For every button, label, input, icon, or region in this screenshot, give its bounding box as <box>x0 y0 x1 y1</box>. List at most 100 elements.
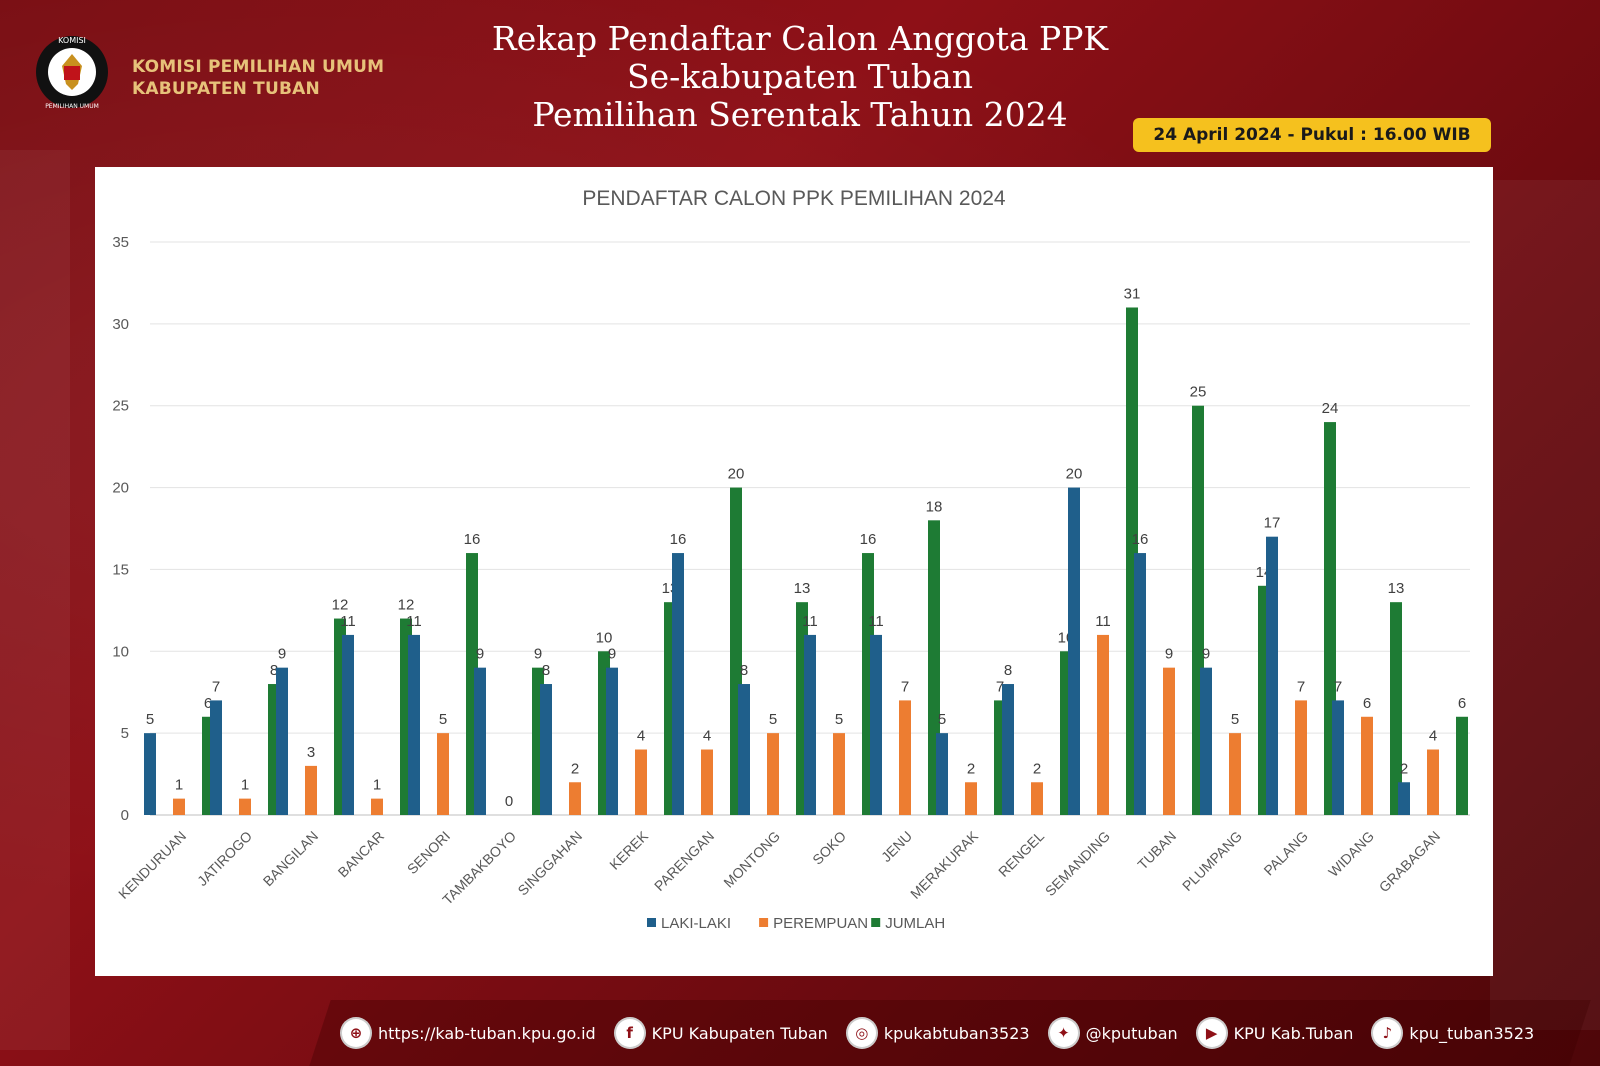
bar-laki-laki <box>408 634 420 815</box>
org-line-1: KOMISI PEMILIHAN UMUM <box>132 57 385 77</box>
title-line-3: Pemilihan Serentak Tahun 2024 <box>532 95 1068 134</box>
data-label: 2 <box>1033 760 1041 777</box>
data-label: 4 <box>703 728 711 745</box>
bar-laki-laki <box>606 667 618 815</box>
bar-laki-laki <box>738 684 750 815</box>
footer-link-facebook[interactable]: f KPU Kabupaten Tuban <box>613 1017 828 1049</box>
y-tick-label: 20 <box>112 480 129 497</box>
data-label: 7 <box>1334 678 1342 695</box>
data-label: 25 <box>1190 384 1207 401</box>
bar-perempuan <box>569 782 581 815</box>
x-tick-label: PLUMPANG <box>1179 828 1245 894</box>
legend-label: LAKI-LAKI <box>661 915 731 932</box>
data-label: 13 <box>794 580 811 597</box>
bar-perempuan <box>833 733 845 815</box>
bar-perempuan <box>305 765 317 815</box>
data-label: 17 <box>1264 515 1281 532</box>
x-tick-label: WIDANG <box>1325 828 1377 880</box>
data-label: 11 <box>340 613 356 630</box>
title-line-2: Se-kabupaten Tuban <box>627 57 973 96</box>
data-label: 18 <box>926 498 943 515</box>
x-tick-label: JATIROGO <box>194 828 255 889</box>
bar-laki-laki <box>1332 700 1344 815</box>
footer-link-text: kpu_tuban3523 <box>1409 1023 1535 1043</box>
x-tick-label: GRABAGAN <box>1376 828 1443 895</box>
data-label: 16 <box>860 531 877 548</box>
x-tick-label: PARENGAN <box>651 828 717 894</box>
footer-link-globe[interactable]: ⊕ https://kab-tuban.kpu.go.id <box>340 1017 596 1049</box>
x-tick-label: JENU <box>878 828 915 865</box>
data-label: 9 <box>608 646 616 663</box>
data-label: 9 <box>534 646 542 663</box>
data-label: 9 <box>278 646 286 663</box>
data-label: 9 <box>1202 646 1210 663</box>
footer-link-text: @kputuban <box>1085 1023 1178 1043</box>
bar-laki-laki <box>1200 667 1212 815</box>
y-tick-label: 25 <box>112 398 129 415</box>
bar-perempuan <box>635 749 647 815</box>
bar-jumlah <box>1456 716 1468 815</box>
footer-link-text: KPU Kabupaten Tuban <box>651 1023 828 1043</box>
y-tick-label: 5 <box>121 725 129 742</box>
footer-link-instagram[interactable]: ◎ kpukabtuban3523 <box>845 1017 1030 1049</box>
bar-perempuan <box>965 782 977 815</box>
x-tick-label: TUBAN <box>1134 828 1179 873</box>
title-line-1: Rekap Pendaftar Calon Anggota PPK <box>491 19 1109 58</box>
chart-panel: PENDAFTAR CALON PPK PEMILIHAN 2024 0 5 10 15… <box>95 167 1493 976</box>
footer-link-tiktok[interactable]: ♪ kpu_tuban3523 <box>1371 1017 1534 1049</box>
data-label: 8 <box>542 662 550 679</box>
bar-chart: PENDAFTAR CALON PPK PEMILIHAN 2024051015… <box>112 187 1470 932</box>
bar-perempuan <box>1427 749 1439 815</box>
legend-swatch <box>871 918 881 927</box>
data-label: 8 <box>270 662 278 679</box>
bar-laki-laki <box>276 667 288 815</box>
data-label: 12 <box>332 597 349 614</box>
bar-laki-laki <box>672 553 684 815</box>
legend-swatch <box>759 918 769 927</box>
y-tick-label: 0 <box>121 807 129 824</box>
bar-perempuan <box>1295 700 1307 815</box>
data-label: 7 <box>901 678 909 695</box>
data-label: 13 <box>1388 580 1405 597</box>
data-label: 16 <box>670 531 687 548</box>
bar-laki-laki <box>1134 553 1146 815</box>
data-label: 4 <box>637 728 645 745</box>
bar-laki-laki <box>1002 684 1014 815</box>
legend-label: PEREMPUAN <box>773 915 868 932</box>
data-label: 4 <box>1429 728 1437 745</box>
data-label: 3 <box>307 744 315 761</box>
date-badge: 24 April 2024 - Pukul : 16.00 WIB <box>1133 118 1491 152</box>
x-tick-label: SINGGAHAN <box>514 828 585 899</box>
data-label: 11 <box>802 613 818 630</box>
bar-perempuan <box>371 798 383 815</box>
x-tick-label: KEREK <box>606 827 651 872</box>
youtube-icon: ▶ <box>1195 1017 1228 1049</box>
footer-social-links: ⊕ https://kab-tuban.kpu.go.id f KPU Kabupat… <box>340 1008 1534 1058</box>
data-label: 24 <box>1322 400 1339 417</box>
legend-swatch <box>647 918 656 927</box>
x-tick-label: SENORI <box>404 828 453 877</box>
data-label: 1 <box>373 777 381 794</box>
data-label: 5 <box>769 711 777 728</box>
footer-link-youtube[interactable]: ▶ KPU Kab.Tuban <box>1195 1017 1353 1049</box>
x-tick-label: MONTONG <box>720 828 783 891</box>
data-label: 7 <box>212 678 220 695</box>
bar-perempuan <box>1361 716 1373 815</box>
data-label: 11 <box>1095 613 1111 630</box>
data-label: 1 <box>175 777 183 794</box>
page-title: Rekap Pendaftar Calon Anggota PPK Se-kab… <box>440 20 1160 134</box>
footer-link-text: https://kab-tuban.kpu.go.id <box>378 1023 596 1043</box>
data-label: 7 <box>996 678 1004 695</box>
org-line-2: KABUPATEN TUBAN <box>132 79 320 99</box>
footer-link-twitter[interactable]: ✦ @kputuban <box>1047 1017 1178 1049</box>
twitter-icon: ✦ <box>1047 1017 1080 1049</box>
organization-name: KOMISI PEMILIHAN UMUM KABUPATEN TUBAN <box>132 56 384 100</box>
bar-perempuan <box>437 733 449 815</box>
bar-perempuan <box>899 700 911 815</box>
bar-perempuan <box>701 749 713 815</box>
data-label: 5 <box>835 711 843 728</box>
data-label: 2 <box>1400 760 1408 777</box>
data-label: 5 <box>1231 711 1239 728</box>
y-tick-label: 15 <box>112 561 129 578</box>
bar-perempuan <box>1163 667 1175 815</box>
